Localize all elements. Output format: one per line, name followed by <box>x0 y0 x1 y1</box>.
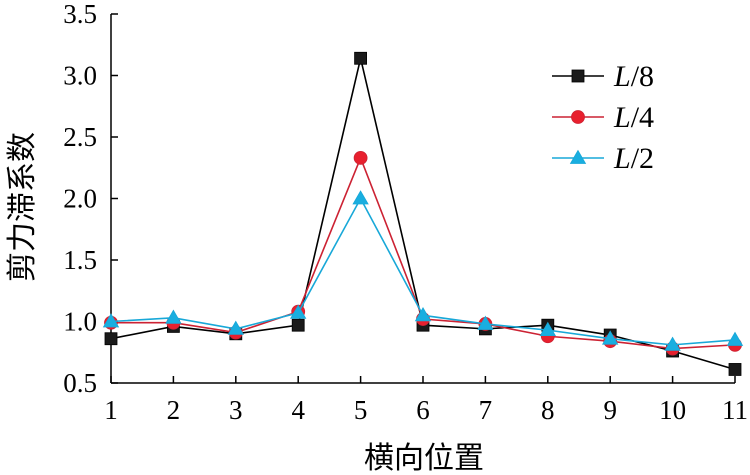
data-point <box>354 51 368 65</box>
x-axis-title: 横向位置 <box>364 441 484 475</box>
x-tick-label: 3 <box>229 395 243 425</box>
data-point <box>602 330 619 345</box>
series-layer <box>102 51 744 376</box>
legend-label-var: L <box>613 101 631 134</box>
data-point <box>290 304 307 319</box>
legend-marker <box>571 69 585 83</box>
legend-item: L/4 <box>552 101 654 134</box>
x-tick-label: 1 <box>104 395 118 425</box>
legend-label: L/8 <box>613 60 654 93</box>
legend-label-rest: /8 <box>631 60 654 93</box>
data-point <box>414 307 432 322</box>
legend-item: L/8 <box>552 60 654 93</box>
series-2 <box>104 151 742 356</box>
data-point <box>664 336 681 351</box>
data-point <box>539 321 556 337</box>
legend-marker <box>571 110 585 124</box>
y-tick-label: 3.5 <box>63 0 97 29</box>
x-tick-label: 11 <box>722 395 748 425</box>
legend-marker <box>569 149 587 164</box>
data-point <box>102 313 120 328</box>
x-tick-label: 4 <box>291 395 305 425</box>
legend-label-rest: /4 <box>631 101 654 134</box>
data-point <box>353 151 368 165</box>
x-tick-label: 9 <box>603 395 617 425</box>
y-tick-label: 3.0 <box>63 61 97 91</box>
y-tick-label: 2.5 <box>63 122 97 152</box>
x-tick-label: 2 <box>167 395 181 425</box>
y-tick-label: 0.5 <box>63 368 97 398</box>
legend-item: L/2 <box>552 142 654 175</box>
legend-label: L/4 <box>613 101 654 134</box>
data-point <box>728 363 742 376</box>
axes: 0.5 1.0 1.5 2.0 2.5 3.0 3.5 1 2 3 4 5 6 7 8 9 10 11 <box>63 0 748 425</box>
x-tick-label: 8 <box>541 395 555 425</box>
x-tick-label: 7 <box>479 395 493 425</box>
data-point <box>352 190 369 205</box>
legend-label: L/2 <box>613 142 654 175</box>
y-tick-label: 2.0 <box>63 184 97 214</box>
y-tick-label: 1.5 <box>63 245 97 275</box>
legend-label-var: L <box>613 60 631 93</box>
legend-label-var: L <box>613 142 631 175</box>
data-point <box>477 315 494 330</box>
data-point <box>291 318 305 332</box>
legend: L/8L/4L/2 <box>552 60 654 175</box>
x-tick-label: 10 <box>659 395 686 425</box>
y-tick-label: 1.0 <box>63 307 97 337</box>
series-3 <box>102 190 744 351</box>
data-point <box>165 309 182 324</box>
x-tick-label: 5 <box>354 395 368 425</box>
y-axis-title: 剪力滞系数 <box>5 132 40 282</box>
legend-label-rest: /2 <box>631 142 654 175</box>
data-point <box>726 331 744 346</box>
data-point <box>227 320 244 335</box>
x-tick-label: 6 <box>416 395 430 425</box>
data-point <box>104 332 118 346</box>
